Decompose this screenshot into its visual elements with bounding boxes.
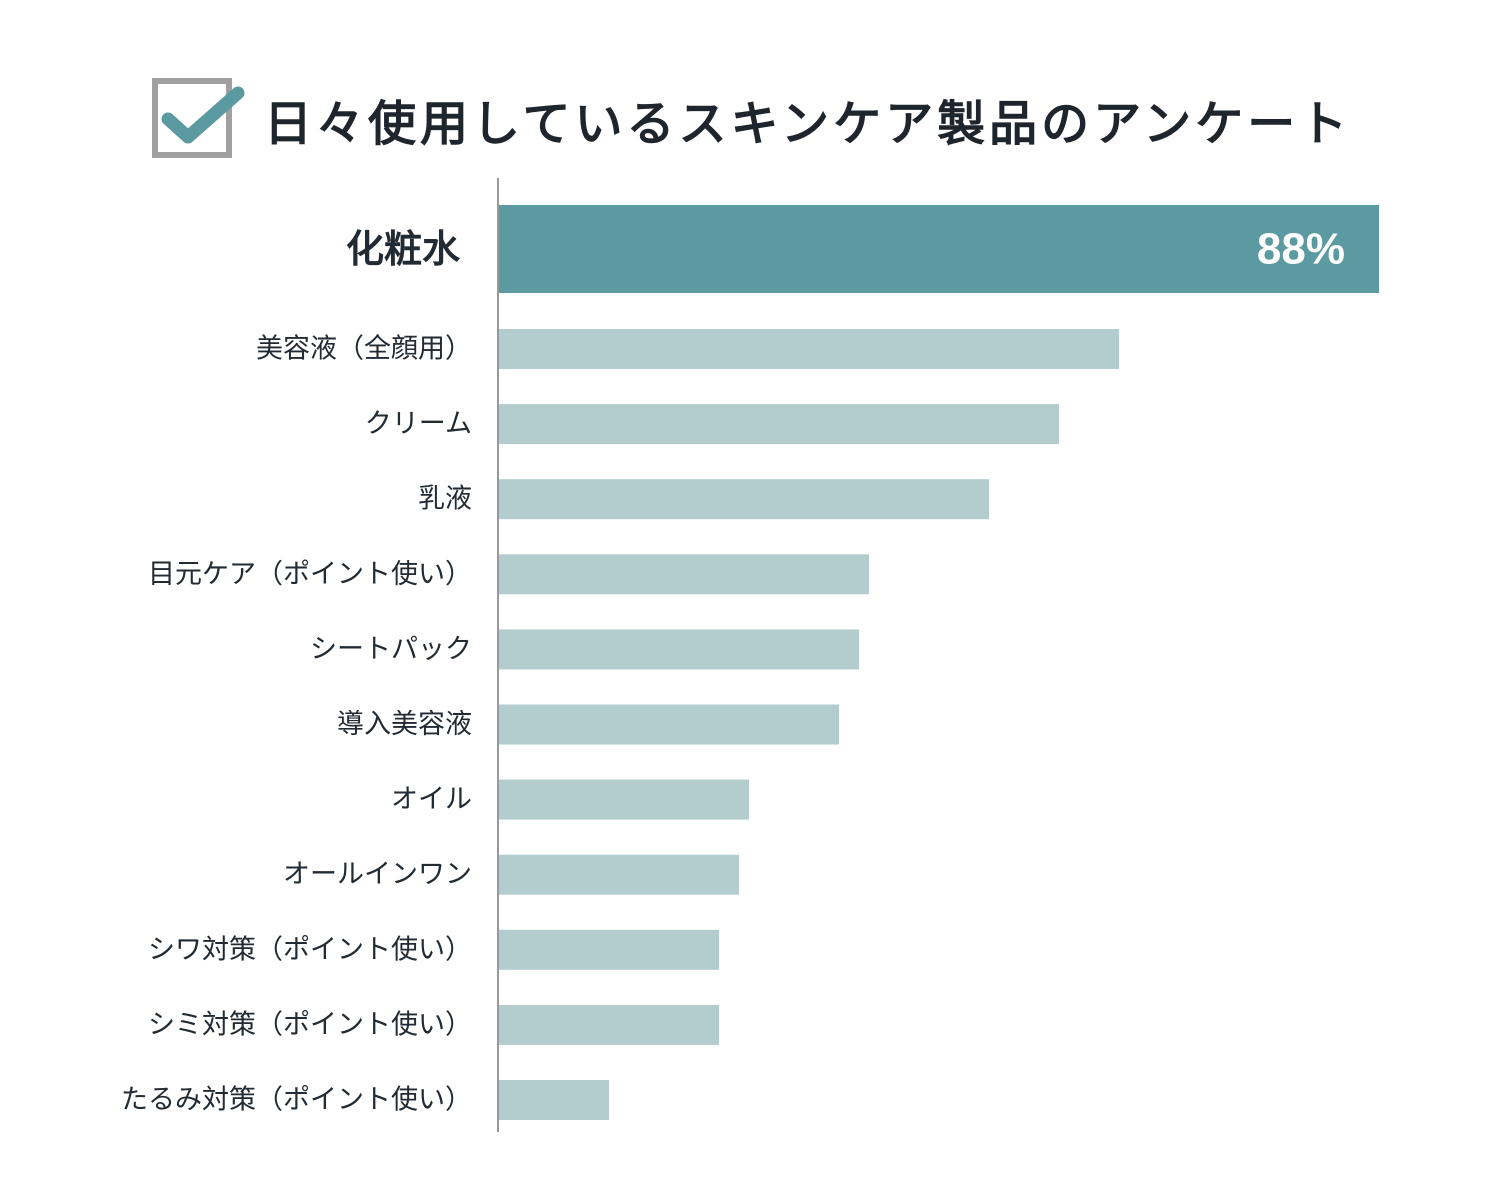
- category-label: オールインワン: [283, 859, 472, 890]
- bar: [499, 704, 839, 745]
- category-label: 目元ケア（ポイント使い）: [148, 559, 472, 590]
- bar: [499, 329, 1119, 369]
- category-label: 化粧水: [346, 227, 461, 271]
- bar: [499, 629, 859, 670]
- bar: [499, 779, 749, 820]
- category-label: シートパック: [310, 634, 472, 665]
- bar: [499, 554, 869, 595]
- bar: [499, 205, 1379, 293]
- category-label: シミ対策（ポイント使い）: [148, 1009, 472, 1040]
- checkbox-checked-icon: [152, 77, 248, 161]
- bar: [499, 1080, 609, 1120]
- data-label: 88%: [1257, 225, 1345, 274]
- chart-header: 日々使用しているスキンケア製品のアンケート: [152, 78, 1351, 160]
- bar: [499, 479, 989, 520]
- bar: [499, 1004, 719, 1045]
- category-label: クリーム: [365, 409, 472, 440]
- category-label: たるみ対策（ポイント使い）: [121, 1085, 472, 1116]
- chart-title: 日々使用しているスキンケア製品のアンケート: [264, 96, 1352, 152]
- bar: [499, 404, 1059, 445]
- category-label: 導入美容液: [337, 709, 472, 740]
- category-label: オイル: [391, 784, 472, 815]
- category-label: 乳液: [418, 484, 472, 515]
- category-label: シワ対策（ポイント使い）: [148, 934, 472, 965]
- category-label: 美容液（全顔用）: [256, 334, 472, 365]
- bar: [499, 929, 719, 970]
- bar: [499, 854, 739, 895]
